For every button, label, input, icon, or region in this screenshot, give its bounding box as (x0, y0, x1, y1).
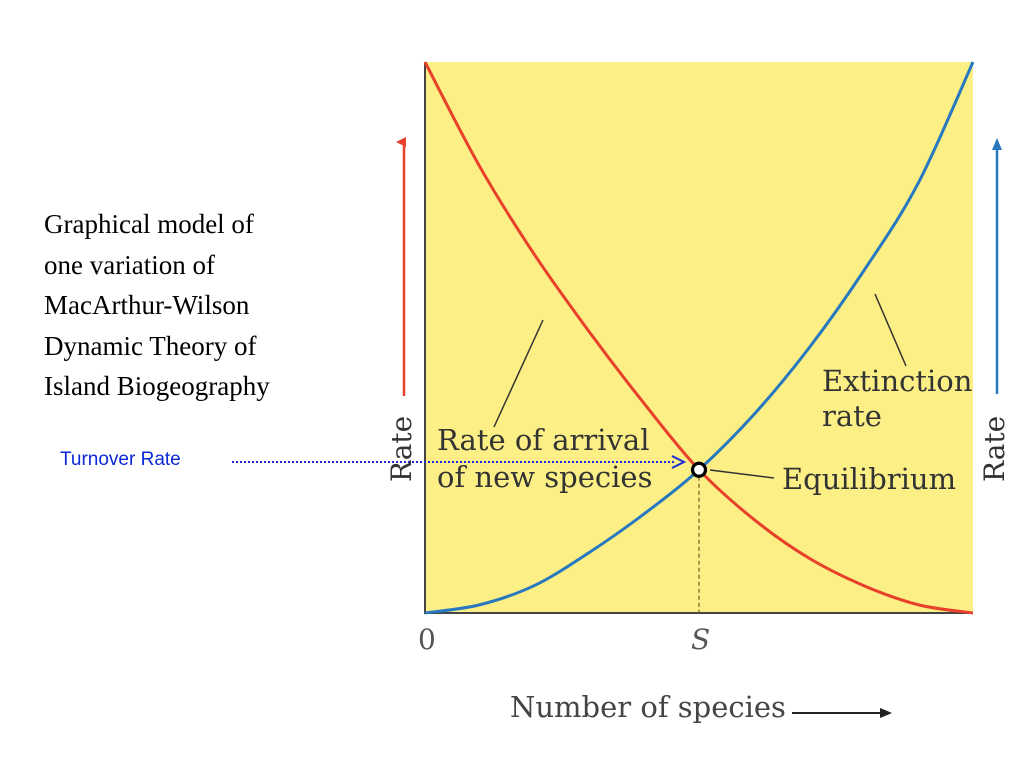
extinction-leader-line (874, 293, 907, 367)
x-tick-label-s: S (691, 623, 710, 656)
turnover-arrowhead (671, 455, 687, 469)
extinction-label-line-2: rate (822, 399, 882, 433)
extinction-label-line-1: Extinction (822, 364, 972, 398)
arrival-label-line-1: Rate of arrival (437, 423, 649, 457)
x-tick-label-0: 0 (418, 623, 436, 656)
right-rate-arrowhead (992, 138, 1002, 150)
caption: Graphical model of one variation of MacA… (44, 204, 344, 407)
caption-line: Graphical model of (44, 209, 254, 239)
caption-line: MacArthur-Wilson (44, 290, 250, 320)
extinction-label: Extinction rate (822, 364, 982, 433)
left-y-axis-label: Rate (385, 416, 418, 482)
equilibrium-point (690, 461, 708, 478)
arrival-label: Rate of arrival of new species (437, 423, 659, 494)
arrival-label-line-2: of new species (437, 460, 652, 494)
arrival-leader-line (493, 319, 544, 428)
x-axis-arrowhead (880, 708, 892, 718)
caption-line: Island Biogeography (44, 371, 270, 401)
equilibrium-leader-line (709, 469, 775, 479)
right-y-axis-label: Rate (978, 416, 1011, 482)
x-axis-label: Number of species (510, 690, 786, 724)
turnover-rate-label: Turnover Rate (60, 449, 181, 470)
caption-line: Dynamic Theory of (44, 330, 257, 361)
caption-line: one variation of (44, 249, 215, 280)
extinction-rate-curve (424, 61, 975, 615)
arrival-rate-curve (423, 61, 974, 615)
plot-background (425, 62, 973, 613)
equilibrium-label: Equilibrium (782, 462, 956, 496)
